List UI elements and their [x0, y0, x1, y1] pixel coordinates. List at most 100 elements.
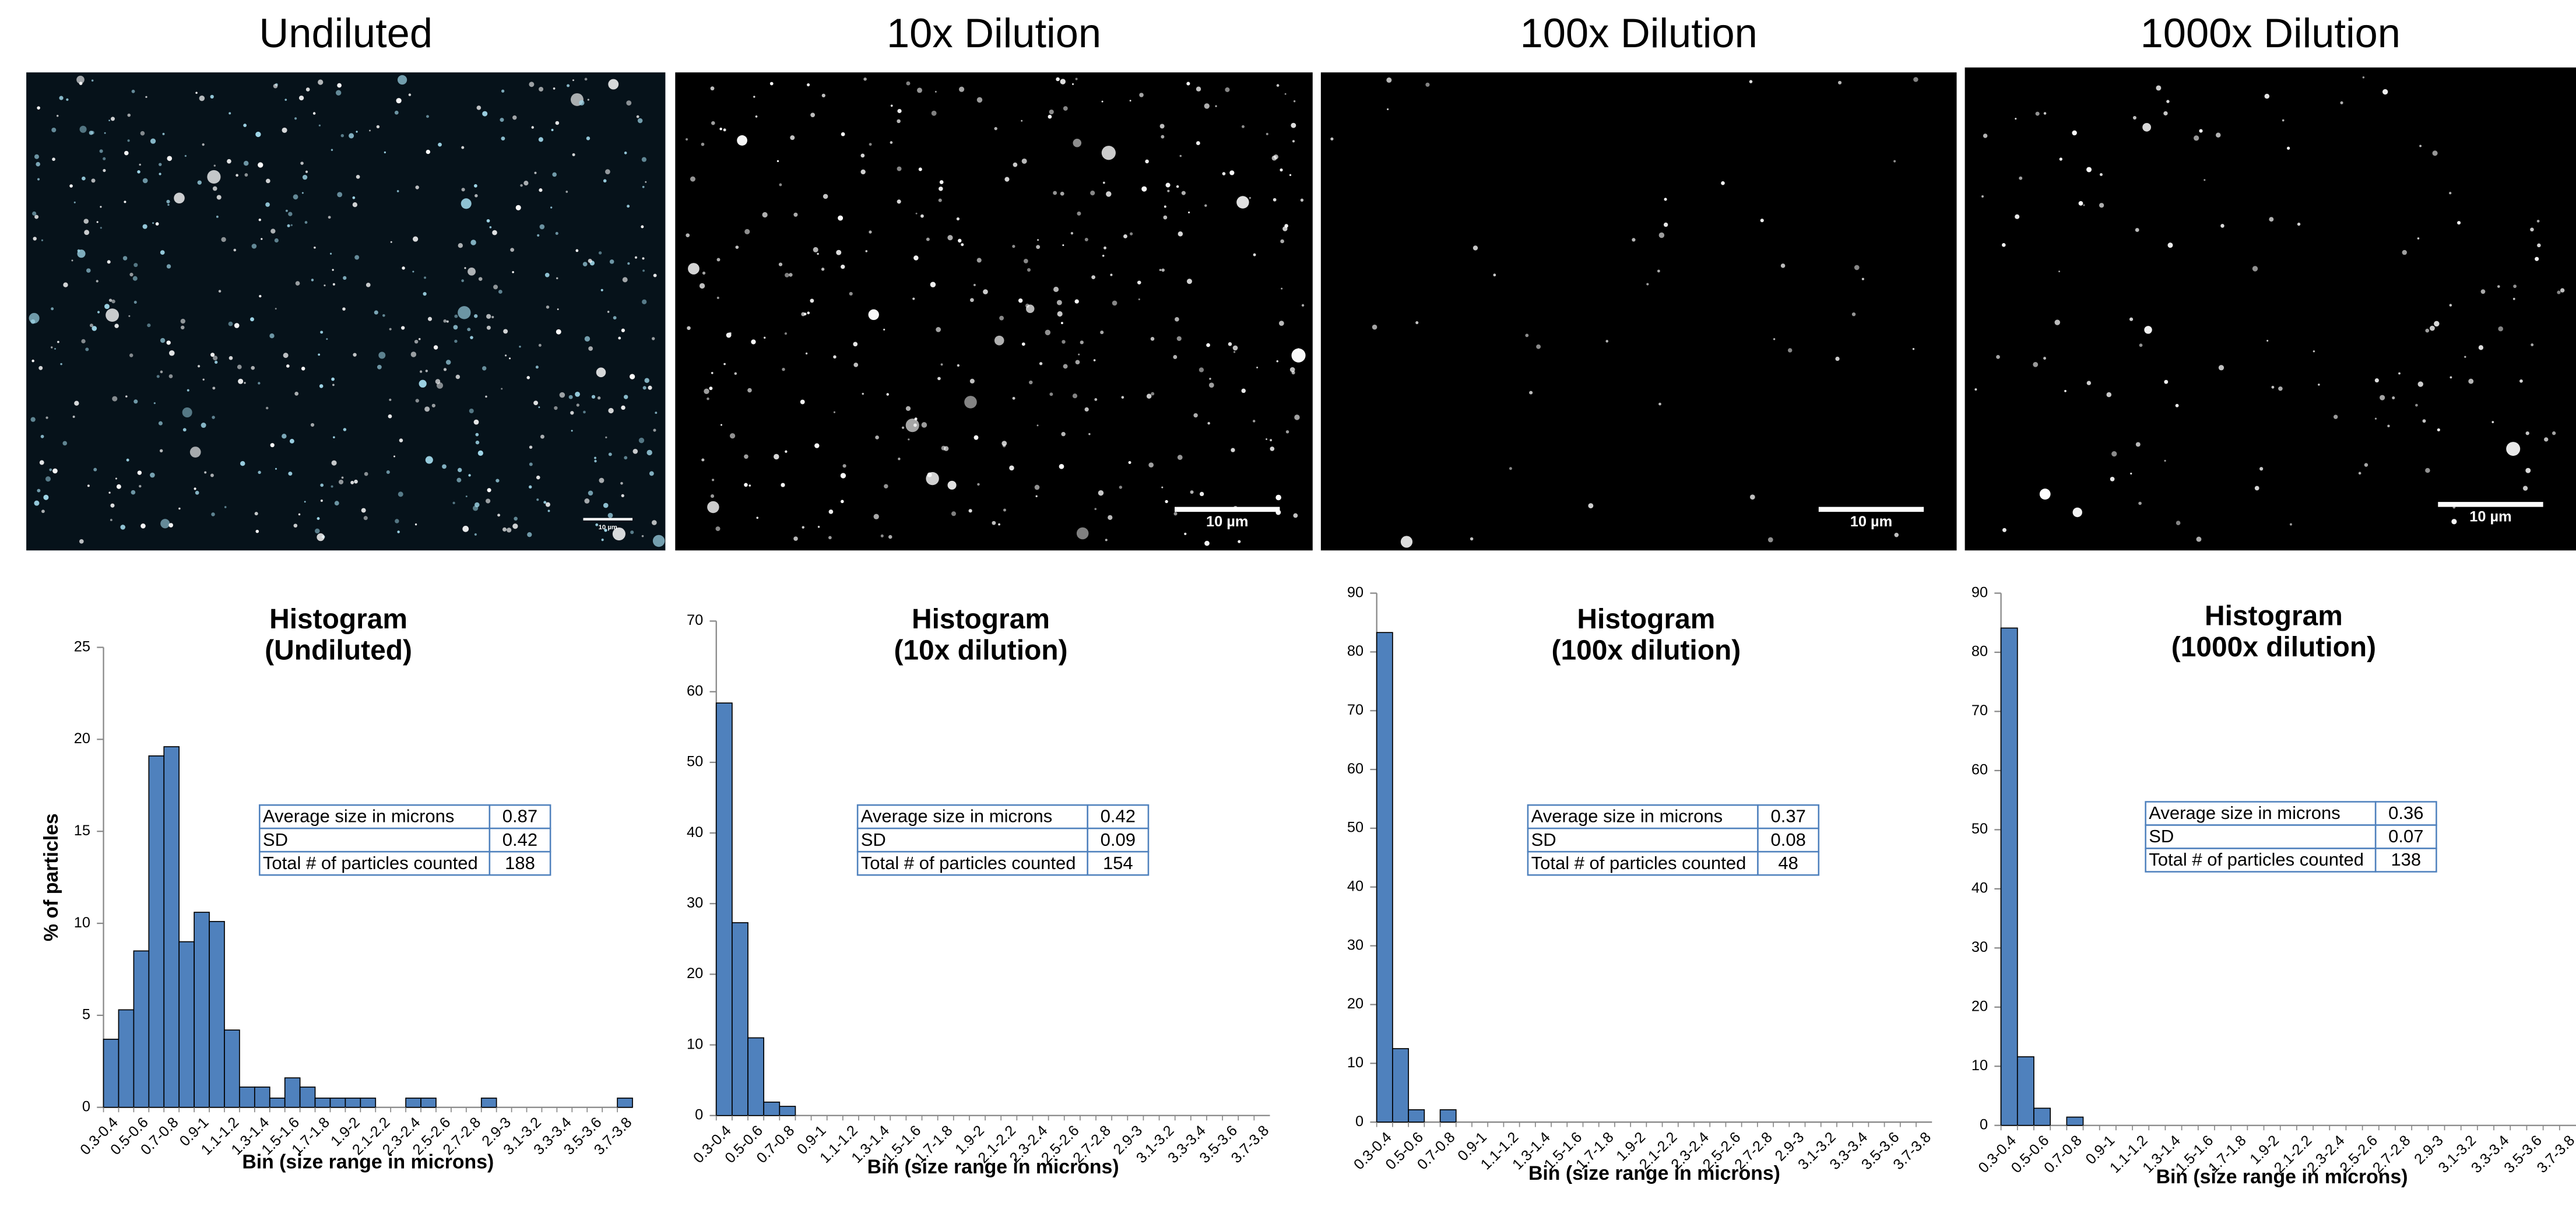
particle — [717, 258, 721, 262]
particle — [414, 340, 418, 343]
particle — [87, 484, 90, 487]
particle — [1664, 223, 1668, 227]
particle — [1184, 533, 1186, 535]
particle — [304, 501, 306, 502]
particle — [211, 512, 215, 516]
particle — [2537, 220, 2540, 223]
particle — [464, 267, 466, 269]
particle — [570, 411, 574, 414]
particle — [221, 237, 226, 242]
particle — [213, 187, 217, 191]
particle — [653, 274, 657, 277]
particle — [1037, 239, 1039, 241]
particle — [1071, 232, 1073, 234]
particle — [1094, 398, 1097, 401]
particle — [556, 277, 558, 279]
particle — [957, 364, 960, 367]
particle — [1788, 348, 1792, 352]
particle — [756, 517, 758, 519]
particle — [402, 266, 405, 270]
particle — [166, 200, 170, 203]
particle — [690, 177, 695, 182]
y-tick-label: 0 — [82, 1098, 90, 1114]
particle — [565, 191, 568, 193]
particle — [40, 460, 44, 465]
particle — [1241, 389, 1246, 393]
particle — [91, 131, 94, 134]
particle — [2139, 343, 2143, 347]
table-label: Average size in microns — [861, 806, 1053, 827]
particle — [527, 532, 532, 537]
particle — [548, 510, 550, 512]
particle — [2282, 119, 2285, 122]
particle — [1102, 101, 1104, 103]
particle — [897, 199, 901, 203]
particle — [1838, 81, 1841, 85]
particle — [626, 100, 631, 106]
particle — [642, 257, 645, 259]
particle — [477, 106, 482, 110]
particle — [492, 230, 497, 235]
particle — [1035, 495, 1037, 497]
particle — [814, 443, 819, 448]
particle — [862, 393, 864, 395]
particle — [1013, 397, 1015, 400]
particle — [194, 487, 196, 490]
particle — [182, 407, 192, 417]
particle — [432, 404, 435, 407]
particle — [237, 365, 242, 370]
particle — [2087, 381, 2091, 385]
particle — [512, 523, 518, 529]
particle — [250, 317, 254, 321]
particle — [74, 401, 79, 406]
particle — [1053, 191, 1057, 195]
particle — [793, 213, 797, 217]
particle — [737, 135, 747, 146]
particle — [458, 306, 470, 319]
particle — [958, 239, 961, 242]
particle — [2544, 437, 2548, 441]
particle — [378, 352, 385, 359]
particle — [849, 292, 853, 296]
bar — [406, 1098, 421, 1107]
particle — [195, 491, 199, 495]
particle — [1104, 247, 1106, 249]
particle — [160, 371, 163, 374]
particle — [134, 301, 137, 304]
particle — [1302, 304, 1304, 307]
particle — [2425, 329, 2429, 333]
particle — [906, 419, 919, 432]
particle — [1509, 467, 1512, 470]
particle — [512, 271, 514, 273]
particle — [2313, 350, 2315, 352]
particle — [342, 476, 344, 479]
y-tick-label: 0 — [1980, 1116, 1988, 1133]
particle — [474, 420, 479, 425]
particle — [1186, 82, 1190, 85]
particle — [1075, 299, 1079, 303]
particle — [621, 406, 625, 410]
particle — [60, 363, 62, 365]
y-tick-label: 70 — [687, 612, 703, 628]
particle — [331, 149, 333, 151]
particle — [487, 326, 491, 330]
bar — [617, 1098, 632, 1107]
bar — [179, 942, 194, 1107]
particle — [456, 375, 460, 379]
particle — [571, 430, 573, 432]
particle — [1273, 198, 1277, 202]
particle — [1721, 181, 1725, 185]
particle — [1415, 321, 1418, 324]
particle — [529, 82, 534, 87]
particle — [324, 284, 325, 286]
y-tick-label: 0 — [695, 1106, 703, 1123]
bar — [748, 1038, 764, 1115]
particle — [41, 509, 45, 513]
particle — [354, 480, 358, 484]
scale-bar-label: 10 µm — [1206, 514, 1248, 530]
particle — [891, 104, 893, 107]
particle — [282, 128, 287, 133]
particle — [2364, 463, 2368, 466]
chart-title: (100x dilution) — [1552, 635, 1741, 666]
particle — [328, 216, 331, 219]
